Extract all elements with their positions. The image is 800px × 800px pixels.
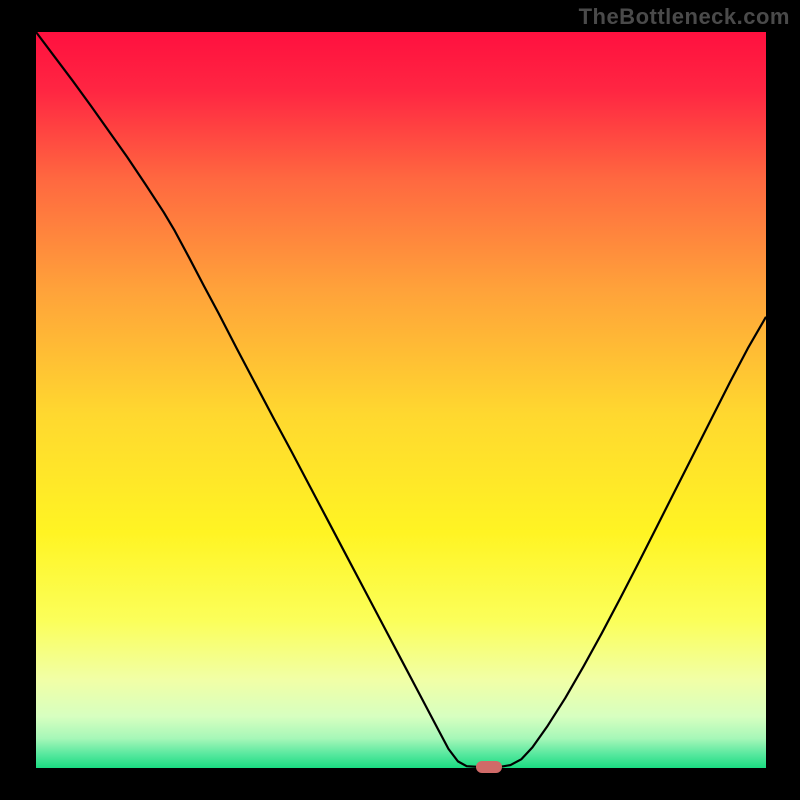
plot-area [36, 32, 766, 768]
bottleneck-curve [36, 32, 766, 767]
chart-frame: { "watermark": { "text": "TheBottleneck.… [0, 0, 800, 800]
watermark-text: TheBottleneck.com [579, 4, 790, 30]
plot-svg [36, 32, 766, 768]
sweet-spot-marker [476, 761, 502, 773]
